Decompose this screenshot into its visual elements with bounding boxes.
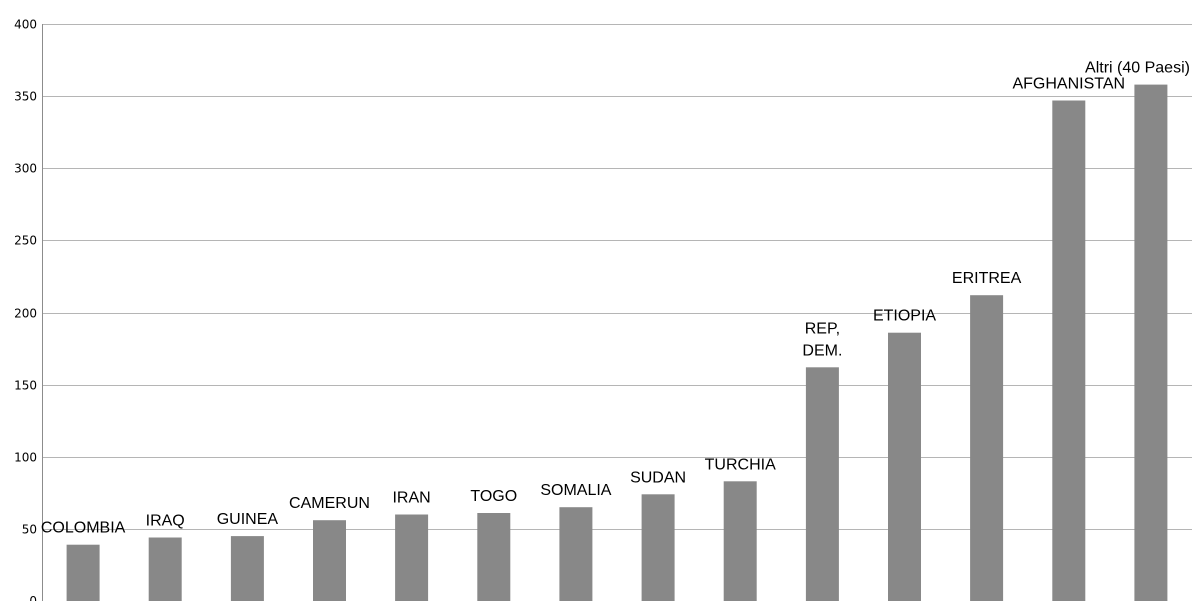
bar-label: ERITREA: [952, 270, 1022, 287]
bar: [641, 494, 675, 601]
bar-label: TOGO: [470, 488, 517, 505]
bar: [723, 481, 757, 601]
y-tick-label: 200: [14, 307, 37, 321]
bar: [1052, 100, 1086, 601]
bar: [66, 544, 100, 601]
bar: [888, 332, 921, 601]
bar-label: REP,: [805, 320, 840, 337]
bar: [1134, 84, 1168, 601]
y-tick-label: 0: [29, 594, 37, 601]
bar-label: SOMALIA: [540, 482, 611, 499]
bar-label: GUINEA: [217, 511, 279, 528]
y-tick-label: 350: [14, 90, 37, 104]
bar-label: TURCHIA: [705, 456, 776, 473]
bar-label: COLOMBIA: [41, 520, 126, 537]
bar-label: DEM.: [802, 342, 842, 359]
bar: [395, 514, 429, 601]
y-tick-label: 100: [14, 451, 37, 465]
bar: [477, 513, 511, 601]
bar-label: Altri (40 Paesi): [1085, 60, 1190, 77]
bar: [148, 537, 182, 601]
bar-label: SUDAN: [630, 469, 686, 486]
bar-label: AFGHANISTAN: [1012, 76, 1125, 93]
bar: [970, 295, 1004, 601]
bar: [230, 536, 264, 601]
y-tick-label: 150: [14, 379, 37, 393]
bar-labels: COLOMBIA IRAQ GUINEA CAMERUN IRAN TOGO SOMALIA…: [41, 60, 1190, 537]
bars: [66, 84, 1168, 601]
bar-label: IRAN: [392, 490, 430, 507]
gridlines: [42, 24, 1192, 530]
bar-label: IRAQ: [146, 513, 185, 530]
bar: [559, 507, 593, 601]
y-tick-label: 300: [14, 162, 37, 176]
bar-label: ETIOPIA: [873, 308, 936, 325]
bar-label: CAMERUN: [289, 495, 370, 512]
bar: [805, 367, 839, 601]
y-tick-label: 400: [14, 18, 37, 32]
bar: [313, 520, 346, 601]
y-tick-label: 250: [14, 234, 37, 248]
y-axis-tick-labels: 0 50 100 150 200 250 300 350 400: [14, 18, 37, 601]
y-tick-label: 50: [22, 523, 37, 537]
